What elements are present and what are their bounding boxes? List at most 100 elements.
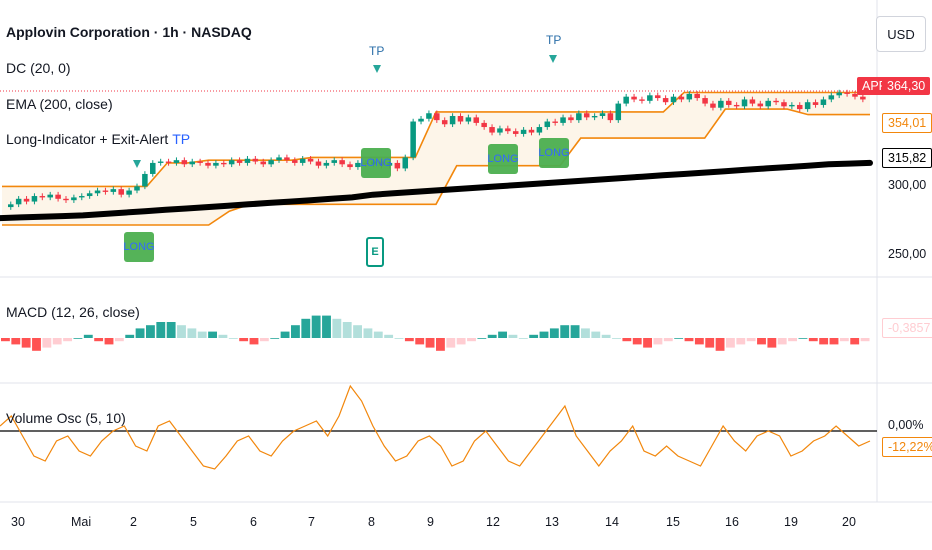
indicator-tp-label: TP [172, 131, 191, 147]
candle [118, 189, 124, 195]
dc-legend[interactable]: DC (20, 0) [6, 60, 71, 76]
macd-bar [311, 315, 321, 338]
macd-bar [436, 338, 445, 351]
macd-bar [477, 338, 487, 339]
macd-bar [322, 315, 331, 338]
candle [591, 116, 598, 118]
candle [536, 127, 543, 133]
candle [725, 100, 732, 105]
macd-bar [694, 338, 704, 345]
macd-bar [187, 328, 197, 338]
macd-bar [21, 338, 31, 348]
macd-bar [83, 334, 93, 338]
exit-marker: E [366, 237, 384, 267]
long-marker: LONG [123, 232, 155, 262]
candle [23, 198, 30, 202]
candle [110, 189, 117, 192]
macd-bar [404, 338, 414, 342]
macd-bar [218, 334, 228, 338]
macd-bar [177, 325, 186, 338]
candle [268, 160, 274, 165]
ema-legend[interactable]: EMA (200, close) [6, 96, 113, 112]
candle [560, 117, 566, 123]
candle [323, 162, 330, 166]
candle [836, 92, 842, 96]
macd-bar [622, 338, 632, 342]
macd-bar [726, 338, 735, 348]
macd-bar [581, 328, 590, 338]
candle [465, 117, 472, 122]
vo-legend[interactable]: Volume Osc (5, 10) [6, 410, 126, 426]
candle [828, 95, 835, 100]
macd-bar [94, 338, 104, 342]
macd-bar [860, 338, 870, 342]
macd-legend[interactable]: MACD (12, 26, close) [6, 304, 140, 320]
macd-bar [715, 338, 725, 351]
indicator-legend[interactable]: Long-Indicator + Exit-Alert TP [6, 131, 191, 147]
candle [31, 196, 38, 202]
macd-bar [508, 334, 518, 338]
candle [512, 131, 519, 134]
time-tick-label: 20 [842, 515, 856, 529]
price-axis-300: 300,00 [888, 178, 927, 192]
candle [236, 160, 243, 163]
time-tick-label: 14 [605, 515, 619, 529]
candle [94, 190, 101, 194]
macd-bar [291, 325, 300, 338]
macd-bar [663, 338, 673, 342]
currency-button[interactable]: USD [876, 16, 926, 52]
macd-bar [394, 338, 404, 339]
macd-bar [363, 328, 373, 338]
macd-bar [591, 331, 601, 338]
candle [631, 96, 637, 100]
candle [749, 99, 756, 104]
candle [126, 190, 132, 195]
last-price-tag: 364,30 [882, 77, 930, 95]
macd-bar [73, 338, 83, 339]
tp-marker: TP [546, 33, 562, 47]
time-tick-label: 7 [308, 515, 315, 529]
signal-arrow [549, 55, 557, 63]
candle [812, 102, 819, 105]
time-tick-label: 16 [725, 515, 739, 529]
macd-bar [415, 338, 425, 345]
macd-bar [549, 328, 559, 338]
candle [134, 186, 140, 191]
candle [276, 157, 282, 161]
macd-bar [518, 338, 528, 339]
candle [599, 113, 606, 116]
candle [410, 121, 416, 158]
candle [55, 194, 61, 199]
macd-bar [643, 338, 652, 348]
candle [820, 99, 827, 105]
candle [796, 104, 803, 110]
macd-bar [788, 338, 797, 342]
candle [213, 162, 219, 166]
time-tick-label: 8 [368, 515, 375, 529]
candle [197, 161, 203, 163]
candle [773, 100, 779, 103]
macd-bar [32, 338, 41, 351]
candle [694, 93, 700, 99]
candle [528, 129, 535, 133]
macd-bar [373, 331, 383, 338]
macd-bar [653, 338, 663, 345]
ema-line [0, 159, 873, 222]
candle [292, 160, 298, 163]
candle [544, 121, 551, 128]
candle [702, 98, 708, 104]
macd-bar [705, 338, 715, 348]
candle [150, 162, 156, 174]
candle [804, 102, 811, 110]
candle [647, 95, 653, 101]
candle [520, 129, 527, 134]
candle [576, 113, 582, 121]
macd-bar [850, 338, 860, 345]
macd-bar [11, 338, 21, 345]
macd-bar [498, 331, 507, 338]
macd-bar [342, 322, 352, 338]
macd-bar [384, 334, 394, 338]
macd-bar [156, 322, 166, 338]
macd-bar [208, 331, 217, 338]
